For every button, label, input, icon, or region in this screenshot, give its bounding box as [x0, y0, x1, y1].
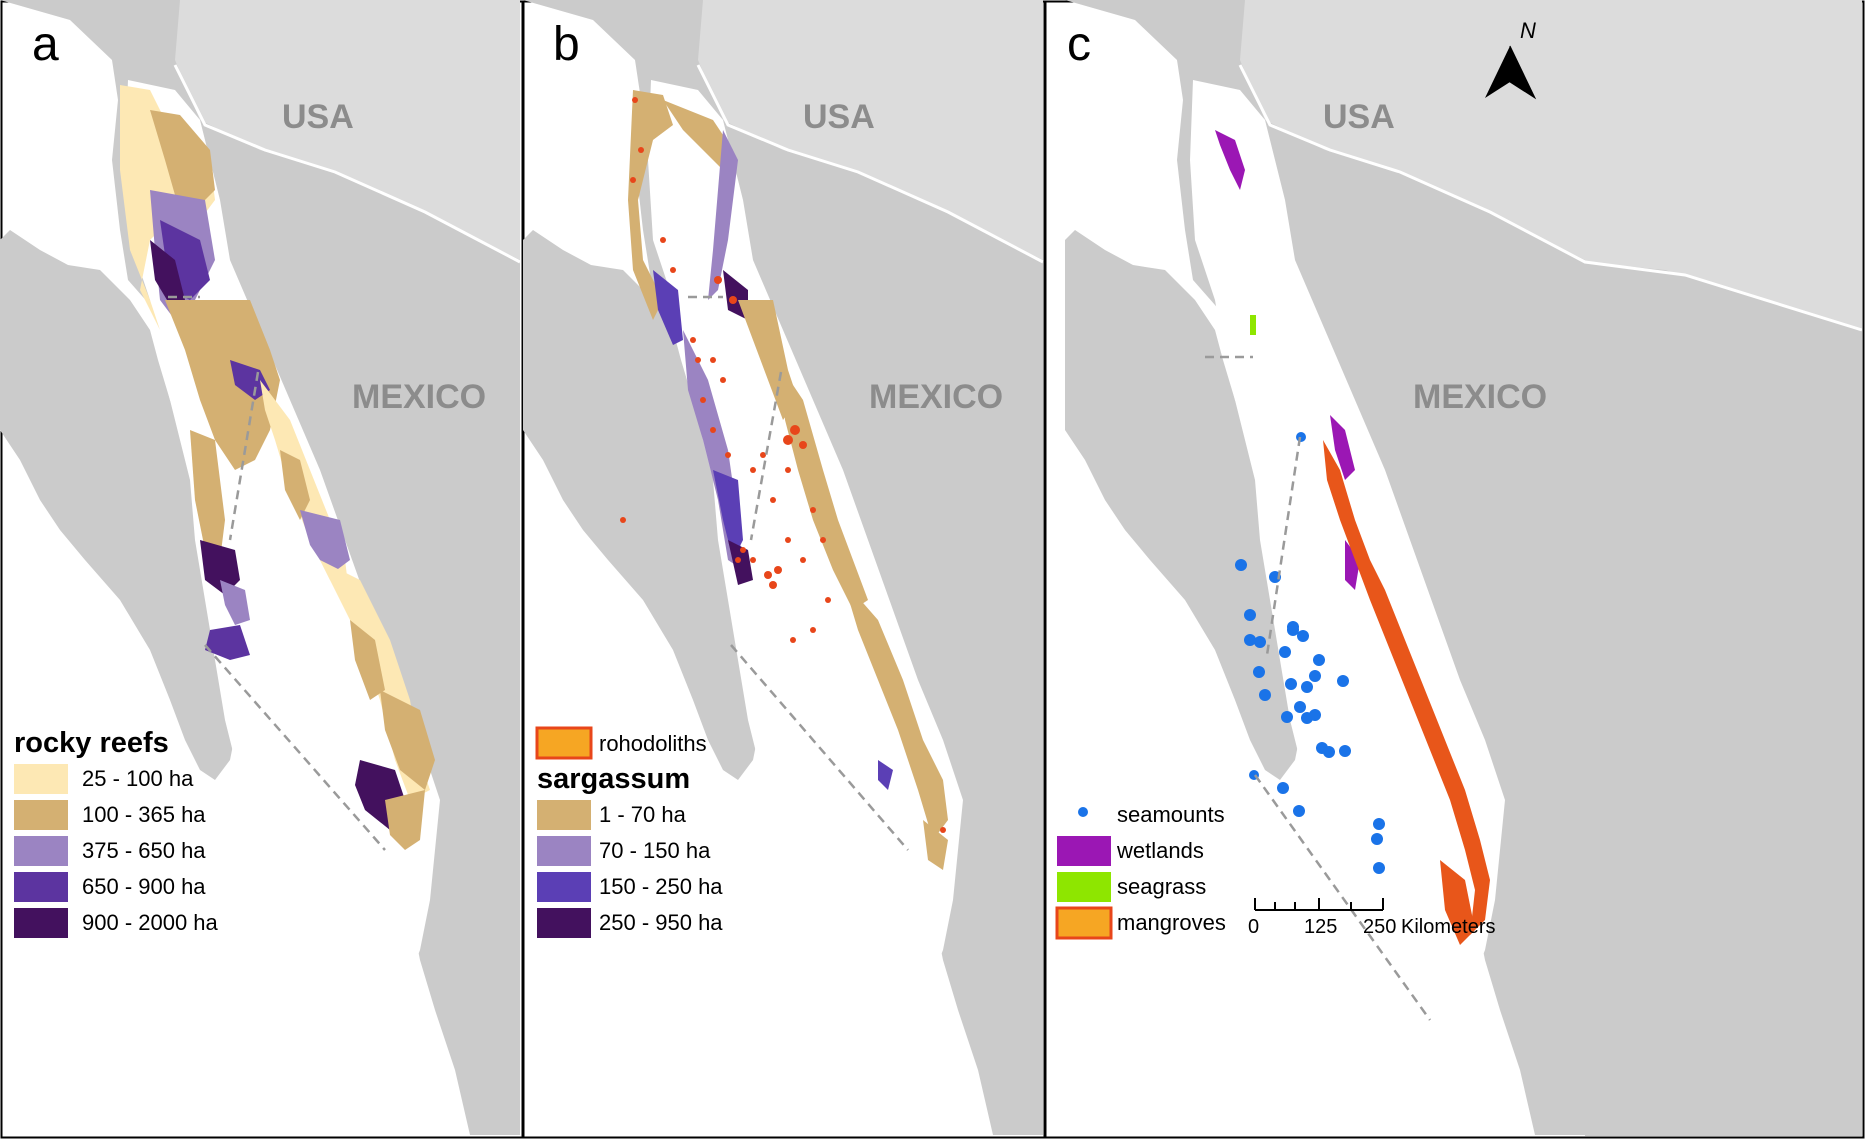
legend-swatch [537, 836, 591, 866]
north-arrow-icon [1485, 46, 1510, 98]
legend-swatch [14, 872, 68, 902]
legend-label: rohodoliths [599, 731, 707, 756]
legend: rohodoliths sargassum 1 - 70 ha 70 - 150… [535, 726, 723, 938]
border-line [1238, 64, 1863, 332]
legend-label: 250 - 950 ha [599, 910, 723, 935]
legend: seamounts wetlands seagrass mangroves [1055, 802, 1226, 940]
rocky-reef-patches [120, 85, 435, 850]
north-arrow: N [1485, 18, 1537, 100]
legend-label: 70 - 150 ha [599, 838, 711, 863]
scale-bar: 0 125 250 Kilometers [1248, 898, 1495, 938]
border-line [173, 64, 521, 264]
legend: rocky reefs 25 - 100 ha 100 - 365 ha 375… [14, 727, 219, 938]
panel-letter: a [32, 18, 59, 71]
legend-swatch [14, 764, 68, 794]
legend-label: 150 - 250 ha [599, 874, 723, 899]
dashed-boundaries [168, 295, 386, 851]
legend-label: 375 - 650 ha [82, 838, 206, 863]
legend-swatch [1057, 836, 1111, 866]
legend-label: seamounts [1117, 802, 1225, 827]
scale-tick-label: 250 [1363, 916, 1396, 938]
panel-b: b USA MEXICO rohodoliths sargassum 1 - 7… [522, 0, 1046, 1139]
legend-label: 650 - 900 ha [82, 874, 206, 899]
country-label-mexico: MEXICO [352, 378, 486, 416]
country-label-usa: USA [282, 98, 354, 136]
legend-label: 900 - 2000 ha [82, 910, 219, 935]
legend-title: sargassum [537, 763, 690, 795]
legend-swatch [537, 908, 591, 938]
legend-label: seagrass [1117, 874, 1206, 899]
seagrass-patches [1250, 315, 1256, 335]
country-label-mexico: MEXICO [869, 378, 1003, 416]
legend-swatch [537, 872, 591, 902]
wetlands-patches [1215, 130, 1360, 590]
seamount-dots [1235, 432, 1385, 874]
legend-title: rocky reefs [14, 727, 169, 759]
legend-label: wetlands [1116, 838, 1204, 863]
legend-swatch [14, 836, 68, 866]
border-line [696, 64, 1044, 264]
country-label-usa: USA [1323, 98, 1395, 136]
legend-label: 100 - 365 ha [82, 802, 206, 827]
north-arrow-label: N [1520, 18, 1536, 43]
legend-swatch [14, 908, 68, 938]
sargassum-patches [628, 90, 948, 870]
panel-letter: b [553, 18, 580, 71]
legend-swatch [537, 800, 591, 830]
legend-dot-seamounts [1078, 807, 1088, 817]
usa-land-east [1585, 0, 1862, 330]
dashed-boundaries [688, 295, 909, 851]
country-label-mexico: MEXICO [1413, 378, 1547, 416]
panel-letter: c [1067, 18, 1091, 71]
legend-label: 25 - 100 ha [82, 766, 194, 791]
panel-a: a USA MEXICO rocky reefs 25 - 100 ha 100… [0, 0, 524, 1139]
scale-unit-label: Kilometers [1401, 916, 1495, 938]
legend-label: mangroves [1117, 910, 1226, 935]
legend-swatch [14, 800, 68, 830]
legend-swatch-rhodoliths [535, 726, 593, 760]
rhodolith-dots [620, 97, 946, 833]
scale-tick-label: 125 [1304, 916, 1337, 938]
mangrove-patches [1323, 440, 1490, 945]
dashed-boundaries [1205, 355, 1432, 1021]
panel-c: c USA MEXICO N seamounts wetlands seagra… [1044, 0, 1865, 1139]
legend-swatch [1057, 872, 1111, 902]
legend-swatch [1055, 906, 1113, 940]
country-label-usa: USA [803, 98, 875, 136]
legend-label: 1 - 70 ha [599, 802, 687, 827]
scale-tick-label: 0 [1248, 916, 1259, 938]
